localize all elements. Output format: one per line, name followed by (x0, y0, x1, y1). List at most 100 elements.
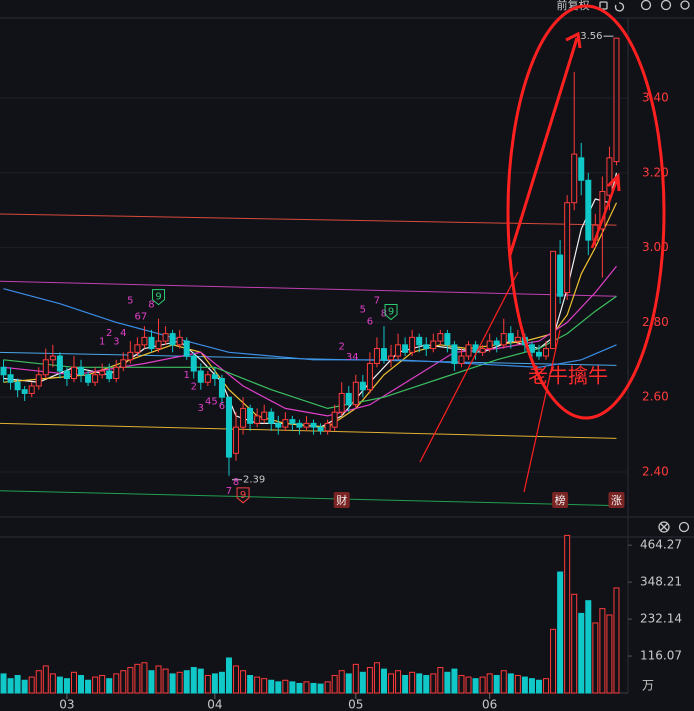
candle-body (21, 389, 28, 394)
plot: 2.40 2.60 2.80 3.00 3.20 3.40 116.07 232.14 348.… (0, 31, 682, 711)
candle-body (113, 366, 120, 379)
volume-bar (120, 670, 127, 694)
red-arrow (508, 37, 579, 256)
candle-body (458, 355, 465, 365)
candle-body (176, 336, 183, 346)
candle-body (486, 340, 493, 350)
volume-bar (240, 670, 247, 694)
candle-body (500, 333, 507, 346)
candle-body (141, 336, 148, 346)
candle-body (49, 355, 56, 361)
candle-body (402, 344, 409, 353)
event-label: 榜 (555, 493, 566, 507)
volume-bar (613, 587, 620, 694)
volume-bar (106, 678, 113, 694)
low-label: 2.39 (243, 475, 265, 486)
volume-bar (70, 671, 77, 694)
volume-bar (571, 593, 578, 694)
candle-body (416, 336, 423, 346)
settings-icon[interactable] (678, 521, 690, 533)
candle-body (359, 381, 366, 391)
volume-bar (282, 679, 289, 694)
red-ellipse (506, 4, 666, 420)
volume-bar (14, 674, 21, 694)
td-mark: 3 (198, 403, 204, 414)
candle-body (275, 422, 282, 428)
candle-body (261, 411, 268, 421)
candle-body (254, 415, 261, 424)
volume-bar (366, 667, 373, 694)
candle-body (268, 411, 275, 424)
candle-body (317, 426, 324, 432)
candle-body (0, 366, 7, 376)
candle-body (28, 385, 35, 394)
lock-icon[interactable] (599, 1, 608, 10)
volume-bar (247, 674, 254, 694)
candle-body (423, 344, 430, 350)
toolbar-label[interactable]: 前复权 (557, 0, 590, 12)
y-tick-label: 2.40 (642, 465, 669, 479)
volume-icons (658, 521, 690, 533)
undo-icon[interactable] (614, 2, 625, 12)
candle-body (78, 366, 85, 376)
candle-body (465, 344, 472, 357)
candle-body (514, 336, 521, 342)
candle-body (345, 392, 352, 406)
candle-body (63, 370, 70, 379)
close-icon-cross (660, 523, 668, 531)
candle-body (92, 374, 99, 383)
settings-icon[interactable] (680, 0, 690, 10)
volume-bar (42, 665, 49, 694)
volume-bar (190, 667, 197, 694)
candle-body (366, 363, 373, 391)
volume-bar (317, 683, 324, 694)
volume-bar (310, 682, 317, 694)
event-label: 财 (336, 493, 347, 507)
candle-body (155, 340, 162, 350)
volume-bar (451, 668, 458, 694)
y2-tick-label: 116.07 (640, 649, 682, 663)
td-box (384, 304, 398, 321)
td-mark: 2 (191, 381, 197, 392)
candle-body (437, 333, 444, 342)
x-tick-label: 03 (59, 698, 74, 711)
volume-bar (486, 673, 493, 694)
close-icon[interactable] (658, 521, 670, 533)
candle-body (535, 351, 542, 357)
volume-bar (606, 614, 613, 694)
candle-body (578, 157, 585, 181)
event-marker (552, 492, 569, 508)
red-arrow (590, 179, 619, 249)
candle-body (127, 351, 134, 361)
candle-body (550, 250, 557, 350)
zoom-in-icon[interactable] (640, 0, 652, 11)
td-mark: 5 (127, 295, 133, 306)
volume-bar (92, 676, 99, 694)
candle-body (7, 374, 14, 383)
candle-body (183, 340, 190, 357)
td-box (236, 487, 250, 504)
candle-body (120, 359, 127, 368)
candle-body (70, 366, 77, 379)
x-tick-label: 06 (482, 698, 497, 711)
y-tick-label: 3.20 (642, 165, 669, 179)
volume-bar (127, 667, 134, 694)
y-tick-label: 2.60 (642, 390, 669, 404)
candle-body (479, 348, 486, 353)
zoom-out-icon[interactable] (660, 0, 672, 11)
td-mark: 8 (233, 477, 239, 488)
high-label: 3.56 (580, 31, 602, 42)
td-mark: 5 (360, 304, 366, 315)
volume-bar (254, 676, 261, 694)
volume-bar (373, 662, 380, 694)
candle-body (451, 344, 458, 365)
y2-tick-label: 232.14 (640, 612, 682, 626)
trend-line (0, 422, 617, 439)
candle-body (218, 378, 225, 398)
volume-bar (56, 676, 63, 694)
annotation: 老牛擒牛 (528, 364, 608, 388)
td-mark: 9 (388, 307, 394, 318)
candle-body (331, 411, 338, 428)
volume-bar (472, 678, 479, 694)
candle-body (373, 348, 380, 365)
